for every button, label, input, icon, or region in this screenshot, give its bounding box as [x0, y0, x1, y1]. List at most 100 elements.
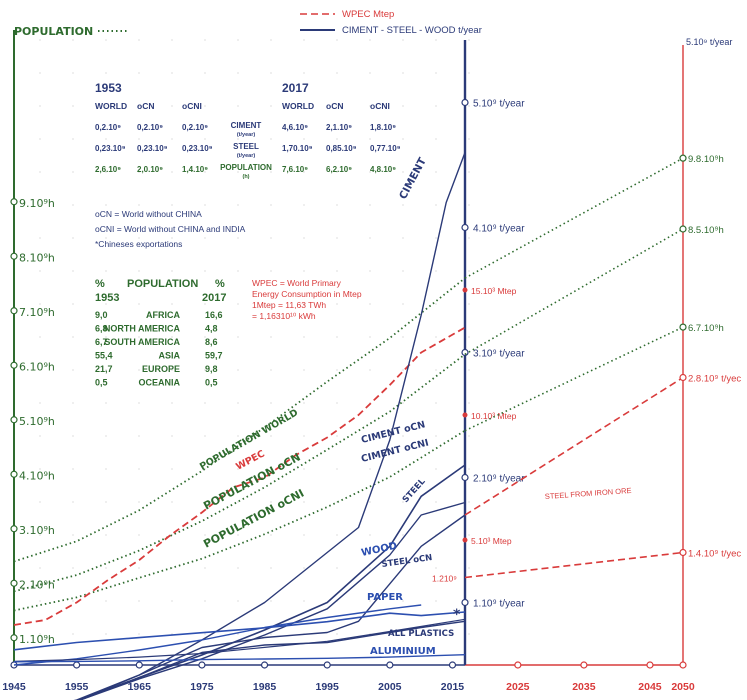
grid-dot [138, 369, 140, 371]
comparison-table: 1953 2017 WORLD WORLD oCN oCN oCNI oCNI 0,2.10… [95, 81, 401, 180]
x-tick-label: 1995 [316, 681, 340, 693]
grid-dot [237, 567, 239, 569]
grid-dot [204, 567, 206, 569]
grid-dot [369, 171, 371, 173]
x-tick-label: 2045 [638, 681, 662, 693]
grid-dot [303, 369, 305, 371]
grid-dot [303, 501, 305, 503]
grid-dot [303, 270, 305, 272]
grid-dot [402, 72, 404, 74]
grid-dot [468, 567, 470, 569]
projection-line [464, 551, 684, 579]
grid-dot [303, 39, 305, 41]
left-tick-label: 1.10⁹h [19, 633, 55, 646]
grid-dot [369, 105, 371, 107]
table-cell: 7,6.10⁹ [282, 165, 308, 174]
left-tick-marker [10, 416, 18, 424]
grid-dot [171, 402, 173, 404]
grid-dot [105, 138, 107, 140]
grid-dot [204, 633, 206, 635]
left-tick-label: 3.10⁹h [19, 524, 55, 537]
grid-dot [204, 600, 206, 602]
grid-dot [369, 567, 371, 569]
grid-dot [204, 105, 206, 107]
grid-dot [171, 237, 173, 239]
grid-dot [72, 39, 74, 41]
table-cell: 6,2.10⁹ [326, 165, 352, 174]
note-ocn: oCN = World without CHINA [95, 209, 202, 219]
grid-dot [138, 633, 140, 635]
axes: 1945 1955 1965 1975 1985 1995 2005 2015 2025 2035… [2, 30, 695, 693]
note-ocni: oCNI = World without CHINA and INDIA [95, 224, 246, 234]
pop-row-region: AFRICA [146, 310, 180, 320]
grid-dot [138, 39, 140, 41]
grid-dot [435, 105, 437, 107]
table-row-label: CIMENT [231, 121, 262, 130]
pop-row-1953: 6,8 [95, 324, 108, 334]
grid-dot [468, 633, 470, 635]
left-tick-label: 7.10⁹h [19, 306, 55, 319]
grid-dot [237, 600, 239, 602]
table-row-unit: (t/year) [237, 153, 256, 159]
grid-dot [204, 204, 206, 206]
left-tick-marker [10, 198, 18, 206]
wpec-tick-label: 10.10³ Mtep [471, 411, 517, 421]
center-tick-label: 2.10⁹ t/year [473, 474, 525, 485]
grid-dot [336, 402, 338, 404]
grid-dot [39, 105, 41, 107]
grid-dot [138, 72, 140, 74]
grid-dot [270, 534, 272, 536]
grid-dot [336, 138, 338, 140]
grid-dot [270, 468, 272, 470]
grid-dot [270, 237, 272, 239]
grid-dot [138, 435, 140, 437]
grid-dot [171, 501, 173, 503]
x-tick-label: 1955 [65, 681, 89, 693]
pop-row-1953: 21,7 [95, 364, 113, 374]
center-tick-marker [461, 98, 469, 107]
table-cell: 0,2.10⁹ [137, 123, 163, 132]
grid-dot [105, 336, 107, 338]
series-layer: 9.8.10⁹h 8.5.10⁹h 6.7.10⁹h 2.8.10⁹ t/yec 1.4… [13, 152, 741, 700]
grid-dot [204, 534, 206, 536]
grid-dot [270, 435, 272, 437]
grid-dot [336, 534, 338, 536]
series-steel-ocn [78, 620, 466, 700]
grid-dot [435, 39, 437, 41]
series-wood [13, 604, 422, 666]
grid-dot [237, 72, 239, 74]
left-tick-marker [10, 525, 18, 533]
grid-dot [171, 72, 173, 74]
grid-dot [468, 39, 470, 41]
grid-dot [435, 303, 437, 305]
grid-dot [402, 237, 404, 239]
grid-dot [336, 435, 338, 437]
grid-dot [39, 369, 41, 371]
grid-dot [171, 171, 173, 173]
legend: WPEC Mtep CIMENT - STEEL - WOOD t/year [300, 9, 482, 36]
pop-table-pct-right: % [215, 278, 225, 290]
grid-dot [237, 336, 239, 338]
legend-wpec-label: WPEC Mtep [342, 9, 394, 20]
x-tick-label: 1965 [128, 681, 152, 693]
grid-dot [237, 369, 239, 371]
grid-dot [369, 270, 371, 272]
grid-dot [303, 402, 305, 404]
grid-dot [204, 336, 206, 338]
grid-dot [204, 72, 206, 74]
grid-dot [402, 105, 404, 107]
legend-material-label: CIMENT - STEEL - WOOD t/year [342, 25, 482, 36]
grid-dot [369, 369, 371, 371]
grid-dot [369, 468, 371, 470]
grid-dot [270, 72, 272, 74]
grid-dot [468, 369, 470, 371]
grid-dot [105, 171, 107, 173]
grid-dot [72, 72, 74, 74]
grid-dot [72, 204, 74, 206]
grid-dot [270, 138, 272, 140]
grid-dot [105, 468, 107, 470]
grid-dot [138, 270, 140, 272]
pop-table-year-1953: 1953 [95, 292, 119, 304]
table-row-label: STEEL [233, 142, 259, 151]
grid-dot [435, 600, 437, 602]
